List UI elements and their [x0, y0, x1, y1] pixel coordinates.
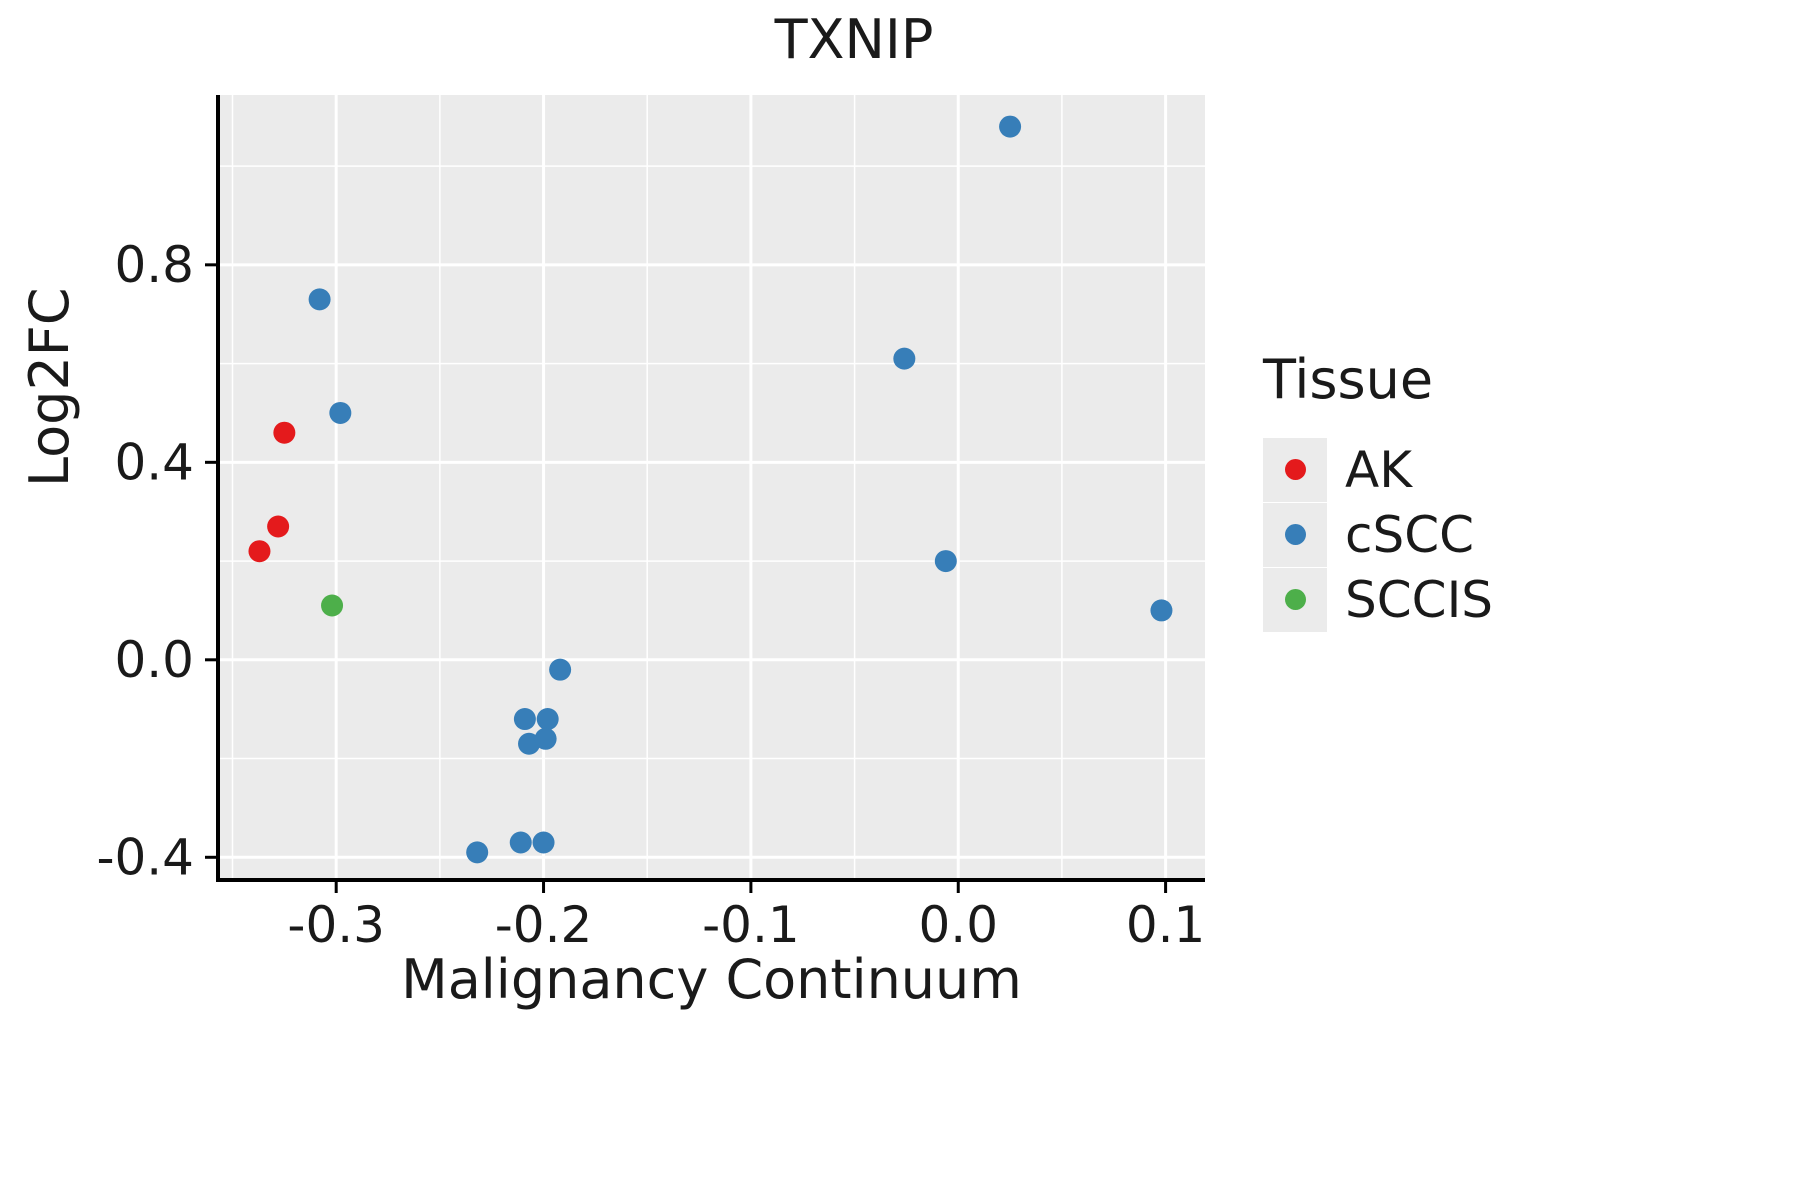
data-point-cscc — [308, 288, 331, 311]
plot-panel — [218, 95, 1205, 880]
data-point-cscc — [999, 115, 1022, 138]
y-tick-label: 0.0 — [114, 631, 194, 689]
legend-dot-ak — [1284, 459, 1306, 480]
legend-item-ak: AK — [1263, 437, 1493, 502]
legend-title: Tissue — [1263, 348, 1434, 411]
data-point-sccis — [321, 594, 344, 617]
data-point-cscc — [513, 708, 536, 731]
data-point-cscc — [466, 841, 489, 864]
data-point-cscc — [534, 727, 557, 750]
legend-dot-sccis — [1284, 589, 1306, 610]
data-point-cscc — [532, 831, 555, 854]
y-tick-label: 0.8 — [114, 236, 194, 294]
data-point-cscc — [1150, 599, 1173, 622]
legend-swatch-sccis — [1263, 567, 1327, 632]
legend-label-cscc: cSCC — [1345, 505, 1475, 564]
data-point-cscc — [329, 401, 352, 424]
legend-label-sccis: SCCIS — [1345, 570, 1494, 629]
legend-label-ak: AK — [1345, 440, 1412, 499]
data-point-ak — [248, 540, 271, 563]
chart-title: TXNIP — [774, 8, 934, 71]
data-point-cscc — [549, 658, 572, 681]
x-axis-label: Malignancy Continuum — [401, 948, 1022, 1011]
y-tick-label: -0.4 — [96, 828, 194, 886]
data-point-ak — [273, 421, 296, 444]
legend-item-cscc: cSCC — [1263, 502, 1493, 567]
legend-item-sccis: SCCIS — [1263, 567, 1493, 632]
data-point-cscc — [509, 831, 532, 854]
y-tick-label: 0.4 — [114, 433, 194, 491]
x-tick-label: 0.0 — [918, 896, 998, 954]
x-tick-label: -0.3 — [287, 896, 385, 954]
legend: Tissue AK cSCC SCCIS — [1263, 348, 1493, 632]
legend-swatch-ak — [1263, 437, 1327, 502]
legend-swatch-cscc — [1263, 502, 1327, 567]
x-tick-label: -0.2 — [495, 896, 593, 954]
data-point-cscc — [934, 550, 957, 573]
data-point-cscc — [893, 347, 916, 370]
legend-dot-cscc — [1284, 524, 1306, 545]
x-tick-label: 0.1 — [1126, 896, 1206, 954]
data-point-cscc — [518, 732, 541, 755]
x-tick-label: -0.1 — [702, 896, 800, 954]
data-point-ak — [267, 515, 290, 538]
data-point-cscc — [536, 708, 559, 731]
